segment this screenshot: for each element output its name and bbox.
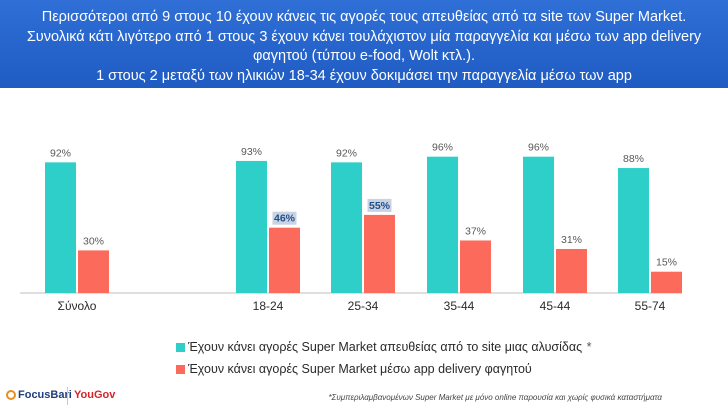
legend-label-site: Έχουν κάνει αγορές Super Market απευθεία… <box>188 340 583 354</box>
legend-item-site: Έχουν κάνει αγορές Super Market απευθεία… <box>176 336 591 358</box>
bar-app-5 <box>651 271 682 293</box>
data-label-site-0: 92% <box>50 147 71 159</box>
data-label-highlight-1 <box>272 211 297 225</box>
category-label-0: Σύνολο <box>58 299 97 313</box>
legend-swatch-app <box>176 364 185 374</box>
focusbari-mark-icon <box>6 390 16 400</box>
focusbari-logo: FocusBari <box>6 389 72 401</box>
data-label-app-2: 55% <box>369 200 391 212</box>
bar-app-0 <box>78 250 109 293</box>
bar-site-4 <box>523 156 554 293</box>
bar-chart-svg: 92% 93% 92% 96% 96% 88% 30% 46% 55% 37% 31% 15% Σύνο… <box>20 142 682 313</box>
category-label-1: 18-24 <box>253 299 284 313</box>
legend-swatch-site <box>176 342 185 352</box>
bar-app-2 <box>364 214 395 293</box>
category-label-5: 55-74 <box>635 299 666 313</box>
bar-app-3 <box>460 240 491 293</box>
data-label-highlight-2 <box>367 198 392 212</box>
footnote: *Συμπεριλαμβανομένων Super Market με μόν… <box>328 393 662 402</box>
bar-site-1 <box>236 160 267 293</box>
bar-site-2 <box>331 162 362 293</box>
header-line-3: φαγητού (τύπου e-food, Wolt κτλ.). <box>252 48 475 64</box>
footer: FocusBari YouGov *Συμπεριλαμβανομένων Su… <box>0 383 728 414</box>
bar-site-0 <box>45 162 76 293</box>
header-line-2: Συνολικά κάτι λιγότερο από 1 στους 3 έχο… <box>26 28 702 45</box>
data-label-site-3: 96% <box>432 142 453 154</box>
yougov-logo: YouGov <box>74 389 116 401</box>
category-label-3: 35-44 <box>444 299 475 313</box>
focusbari-logo-text: FocusBari <box>18 389 72 401</box>
data-label-app-1: 46% <box>274 213 296 225</box>
legend: Έχουν κάνει αγορές Super Market απευθεία… <box>176 336 591 380</box>
data-label-site-4: 96% <box>528 142 549 154</box>
bar-chart: 92% 93% 92% 96% 96% 88% 30% 46% 55% 37% 31% 15% Σύνο… <box>0 88 728 328</box>
header-line-1: Περισσότεροι από 9 στους 10 έχουν κάνεις… <box>41 9 687 25</box>
data-label-site-1: 93% <box>241 146 262 158</box>
bar-site-3 <box>427 156 458 293</box>
legend-item-app: Έχουν κάνει αγορές Super Market μέσω app… <box>176 358 591 380</box>
bar-app-1 <box>269 227 300 293</box>
data-label-app-5: 15% <box>656 257 677 269</box>
data-label-site-2: 92% <box>336 147 357 159</box>
header-banner: Περισσότεροι από 9 στους 10 έχουν κάνεις… <box>0 0 728 88</box>
bar-site-5 <box>618 168 649 293</box>
data-label-app-0: 30% <box>83 235 104 247</box>
legend-asterisk: * <box>586 340 592 354</box>
data-label-app-4: 31% <box>561 234 582 246</box>
category-label-2: 25-34 <box>348 299 379 313</box>
header-line-4: 1 στους 2 μεταξύ των ηλικιών 18-34 έχουν… <box>96 67 632 84</box>
logo-divider <box>67 387 68 405</box>
data-label-app-3: 37% <box>465 225 486 237</box>
category-label-4: 45-44 <box>540 299 571 313</box>
legend-label-app: Έχουν κάνει αγορές Super Market μέσω app… <box>188 362 532 376</box>
bar-app-4 <box>556 248 587 293</box>
data-label-site-5: 88% <box>623 153 644 165</box>
